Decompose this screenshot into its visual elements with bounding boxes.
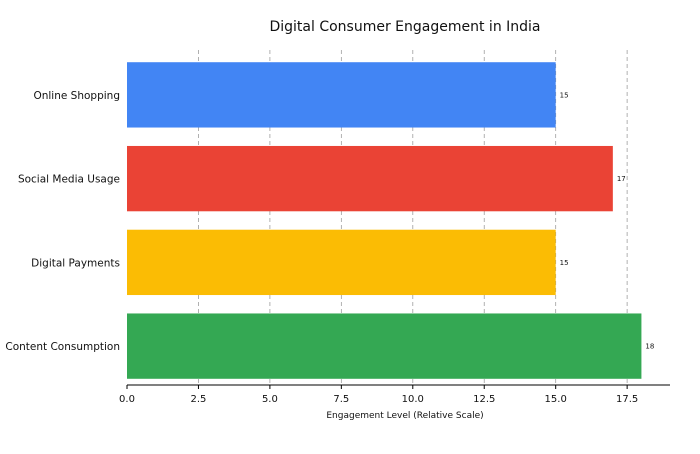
- x-tick-label: 12.5: [473, 394, 495, 405]
- x-axis-ticks: 0.0 2.5 5.0 7.5 10.0 12.5 15.0 17.5: [119, 385, 638, 405]
- x-tick-label: 0.0: [119, 394, 135, 405]
- bar-social-media-usage: [127, 145, 613, 212]
- data-label: 17: [617, 175, 626, 183]
- x-tick-label: 2.5: [190, 394, 206, 405]
- x-axis-label: Engagement Level (Relative Scale): [326, 411, 483, 421]
- chart-title: Digital Consumer Engagement in India: [269, 19, 540, 35]
- bar-content-consumption: [127, 313, 642, 379]
- category-label: Content Consumption: [5, 341, 120, 353]
- bar-online-shopping: [127, 62, 556, 128]
- x-tick-label: 10.0: [402, 394, 424, 405]
- bars: [127, 62, 642, 379]
- x-tick-label: 5.0: [262, 394, 278, 405]
- category-labels: Online Shopping Social Media Usage Digital…: [5, 90, 120, 353]
- data-label: 15: [560, 259, 569, 267]
- category-label: Digital Payments: [31, 257, 120, 269]
- x-tick-label: 15.0: [545, 394, 567, 405]
- category-label: Social Media Usage: [18, 174, 120, 186]
- category-label: Online Shopping: [33, 90, 120, 102]
- x-tick-label: 17.5: [616, 394, 638, 405]
- x-tick-label: 7.5: [333, 394, 349, 405]
- data-label: 15: [560, 91, 569, 99]
- bar-digital-payments: [127, 229, 556, 296]
- data-label: 18: [645, 343, 654, 351]
- data-labels: 15 17 15 18: [560, 91, 655, 350]
